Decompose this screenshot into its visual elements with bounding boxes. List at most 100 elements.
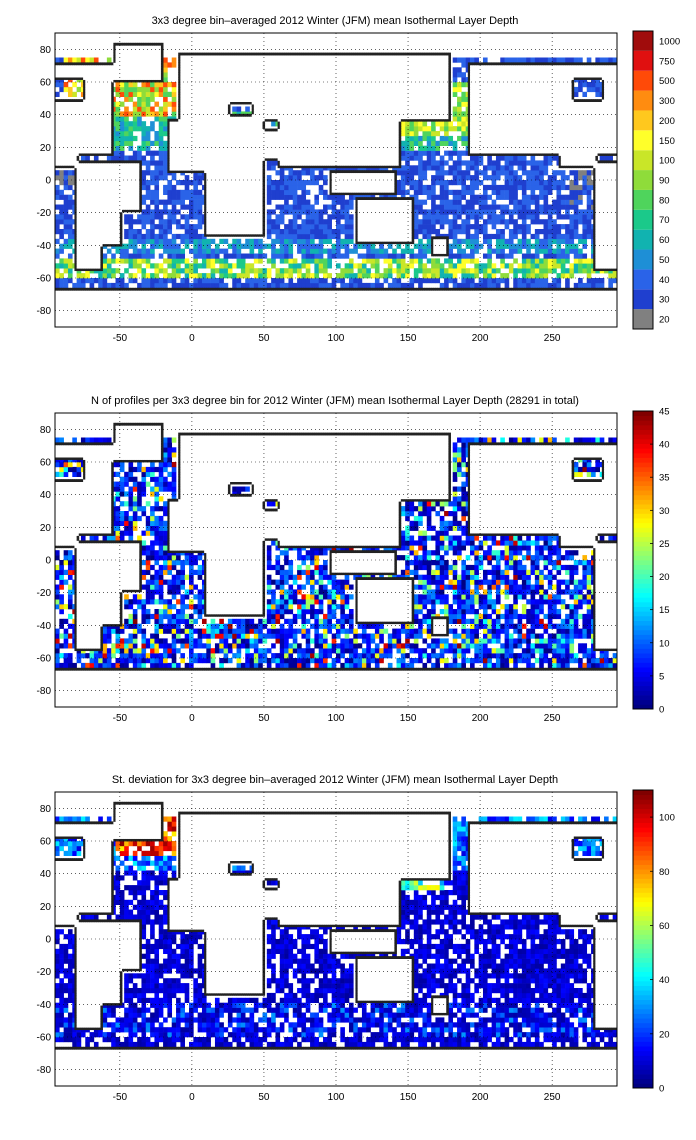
- data-cell: [258, 244, 263, 249]
- data-cell: [496, 195, 501, 200]
- data-cell: [414, 190, 419, 195]
- data-cell: [267, 273, 272, 278]
- data-cell: [159, 278, 164, 283]
- data-cell: [544, 165, 549, 170]
- data-cell: [595, 283, 600, 288]
- data-cell: [422, 170, 427, 175]
- data-cell: [185, 190, 190, 195]
- data-cell: [569, 200, 574, 205]
- data-cell: [68, 229, 73, 234]
- data-cell: [146, 185, 151, 190]
- data-cell: [371, 254, 376, 259]
- data-cell: [431, 268, 436, 273]
- data-cell: [431, 273, 436, 278]
- data-cell: [293, 219, 298, 224]
- data-cell: [340, 239, 345, 244]
- data-cell: [522, 273, 527, 278]
- data-cell: [319, 263, 324, 268]
- data-cell: [392, 278, 397, 283]
- data-cell: [487, 214, 492, 219]
- data-cell: [513, 224, 518, 229]
- data-cell: [340, 200, 345, 205]
- data-cell: [146, 283, 151, 288]
- data-cell: [68, 214, 73, 219]
- panel-title: 3x3 degree bin–averaged 2012 Winter (JFM…: [152, 15, 519, 27]
- data-cell: [526, 170, 531, 175]
- data-cell: [435, 146, 440, 151]
- data-cell: [185, 180, 190, 185]
- data-cell: [492, 273, 497, 278]
- data-cell: [474, 244, 479, 249]
- data-cell: [323, 273, 328, 278]
- data-cell: [483, 263, 488, 268]
- data-cell: [440, 175, 445, 180]
- data-cell: [154, 234, 159, 239]
- data-cell: [375, 278, 380, 283]
- data-cell: [198, 244, 203, 249]
- data-cell: [435, 121, 440, 126]
- data-cell: [215, 254, 220, 259]
- data-cell: [146, 146, 151, 151]
- data-cell: [422, 151, 427, 156]
- data-cell: [427, 136, 432, 141]
- data-cell: [522, 185, 527, 190]
- data-cell: [146, 131, 151, 136]
- data-cell: [401, 175, 406, 180]
- data-cell: [414, 185, 419, 190]
- data-cell: [301, 190, 306, 195]
- data-cell: [185, 195, 190, 200]
- data-cell: [483, 283, 488, 288]
- data-cell: [397, 170, 402, 175]
- data-cell: [565, 200, 570, 205]
- data-cell: [457, 175, 462, 180]
- data-cell: [518, 214, 523, 219]
- data-cell: [513, 180, 518, 185]
- data-cell: [128, 131, 133, 136]
- data-cell: [189, 180, 194, 185]
- data-cell: [535, 254, 540, 259]
- data-cell: [448, 234, 453, 239]
- data-cell: [154, 268, 159, 273]
- data-cell: [68, 254, 73, 259]
- data-cell: [444, 141, 449, 146]
- data-cell: [288, 224, 293, 229]
- data-cell: [431, 156, 436, 161]
- data-cell: [111, 258, 116, 263]
- data-cell: [474, 268, 479, 273]
- data-cell: [193, 224, 198, 229]
- data-cell: [440, 195, 445, 200]
- data-cell: [422, 185, 427, 190]
- data-cell: [513, 268, 518, 273]
- data-cell: [492, 190, 497, 195]
- data-cell: [310, 209, 315, 214]
- data-cell: [141, 214, 146, 219]
- data-cell: [271, 278, 276, 283]
- data-cell: [133, 273, 138, 278]
- data-cell: [531, 200, 536, 205]
- data-cell: [565, 214, 570, 219]
- data-cell: [492, 214, 497, 219]
- data-cell: [435, 263, 440, 268]
- data-cell: [470, 254, 475, 259]
- data-cell: [487, 185, 492, 190]
- data-cell: [124, 136, 129, 141]
- data-cell: [120, 146, 125, 151]
- data-cell: [176, 219, 181, 224]
- data-cell: [409, 131, 414, 136]
- data-cell: [526, 254, 531, 259]
- data-cell: [237, 244, 242, 249]
- data-cell: [552, 254, 557, 259]
- data-cell: [582, 180, 587, 185]
- data-cell: [466, 278, 471, 283]
- data-cell: [77, 283, 82, 288]
- data-cell: [371, 249, 376, 254]
- data-cell: [561, 170, 566, 175]
- data-cell: [59, 175, 64, 180]
- data-cell: [284, 205, 289, 210]
- data-cell: [68, 195, 73, 200]
- data-cell: [176, 249, 181, 254]
- data-cell: [574, 254, 579, 259]
- data-cell: [444, 160, 449, 165]
- data-cell: [509, 200, 514, 205]
- data-cell: [535, 175, 540, 180]
